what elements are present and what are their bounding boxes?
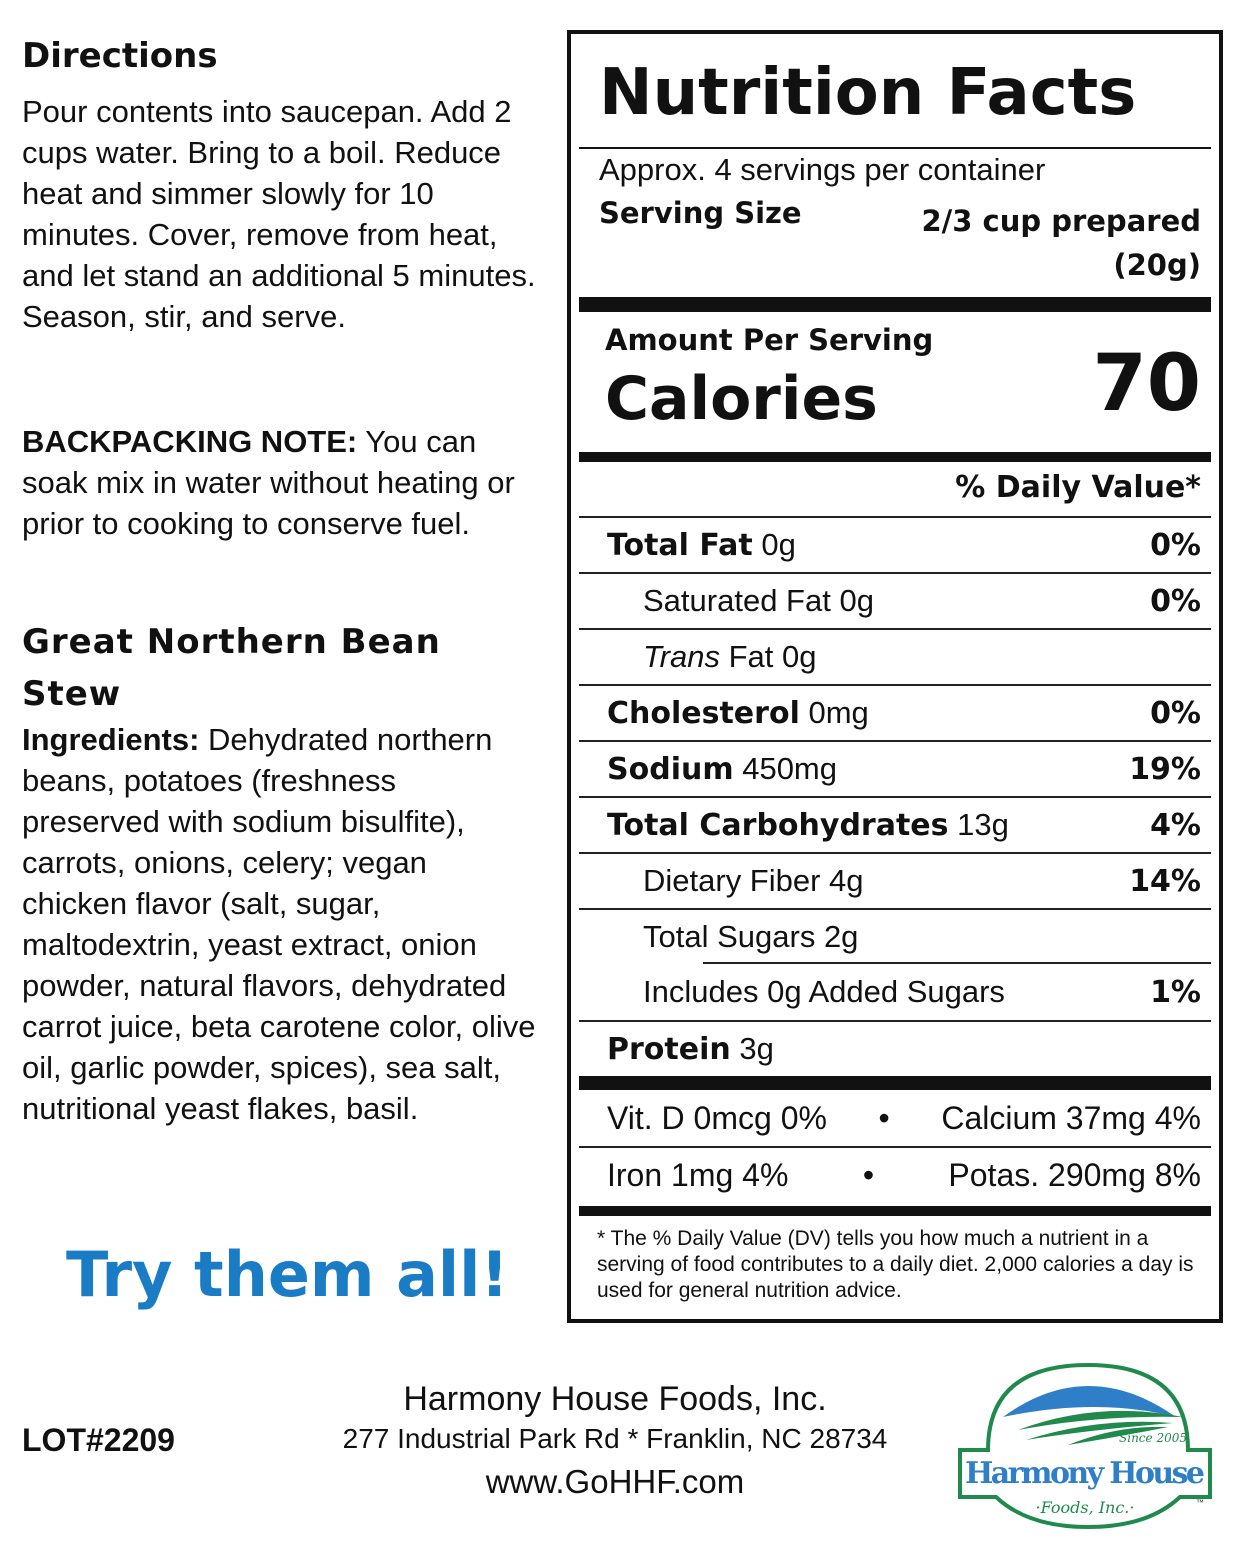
serving-size-value: 2/3 cup prepared (20g) bbox=[921, 204, 1201, 282]
servings-per-container: Approx. 4 servings per container bbox=[599, 152, 1046, 187]
company-name: Harmony House Foods, Inc. bbox=[403, 1380, 827, 1418]
ingredients: Ingredients: Dehydrated northern beans, … bbox=[22, 719, 537, 1129]
nutrient-label: Saturated Fat 0g bbox=[643, 583, 874, 618]
vitamin-row: Vit. D 0mcg 0% • Calcium 37mg 4% bbox=[607, 1099, 1201, 1136]
ingredients-label: Ingredients: bbox=[22, 722, 200, 757]
calories-label: Calories bbox=[605, 364, 878, 434]
daily-value-percent: 0% bbox=[1150, 527, 1201, 563]
backpacking-label: BACKPACKING NOTE: bbox=[22, 424, 358, 459]
website-link[interactable]: www.GoHHF.com bbox=[485, 1463, 745, 1500]
nutrient-row: Saturated Fat 0g 0% bbox=[579, 572, 1211, 628]
nutrient-label: Dietary Fiber 4g bbox=[643, 863, 864, 898]
nutrient-row: Total Sugars 2g bbox=[579, 908, 1211, 964]
backpacking-text: You can soak mix in water without heatin… bbox=[22, 424, 515, 541]
company-address: 277 Industrial Park Rd * Franklin, NC 28… bbox=[342, 1423, 888, 1454]
nutrient-row: Sodium 450mg 19% bbox=[579, 740, 1211, 796]
svg-text:Harmony House: Harmony House bbox=[965, 1456, 1205, 1491]
daily-value-percent: 4% bbox=[1150, 807, 1201, 843]
nutrient-row: Cholesterol 0mg 0% bbox=[579, 684, 1211, 740]
nutrient-row: Total Fat 0g 0% bbox=[579, 516, 1211, 572]
vitamin-row: Iron 1mg 4% • Potas. 290mg 8% bbox=[579, 1146, 1211, 1202]
nutrient-row: Trans Fat 0g bbox=[579, 628, 1211, 684]
nutrition-title: Nutrition Facts bbox=[599, 56, 1137, 130]
nutrient-row: Includes 0g Added Sugars 1% bbox=[579, 962, 1211, 1020]
backpacking-note: BACKPACKING NOTE: You can soak mix in wa… bbox=[22, 421, 537, 544]
product-name: Great Northern Bean Stew bbox=[22, 622, 441, 714]
footnote: * The % Daily Value (DV) tells you how m… bbox=[597, 1227, 1194, 1302]
promo-text: Try them all! bbox=[66, 1238, 509, 1311]
svg-text:Since 2005: Since 2005 bbox=[1119, 1431, 1187, 1445]
nutrient-label: Total Sugars 2g bbox=[643, 919, 859, 954]
amount-per-serving: Amount Per Serving bbox=[605, 323, 934, 357]
daily-value-header: % Daily Value* bbox=[955, 470, 1201, 505]
daily-value-percent: 19% bbox=[1129, 751, 1201, 787]
directions-text: Pour contents into saucepan. Add 2 cups … bbox=[22, 94, 536, 334]
svg-text:·Foods, Inc.·: ·Foods, Inc.· bbox=[1036, 1498, 1135, 1517]
nutrient-row: Dietary Fiber 4g 14% bbox=[579, 852, 1211, 908]
nutrient-label: Protein 3g bbox=[607, 1031, 774, 1067]
nutrient-label: Total Fat 0g bbox=[607, 527, 796, 563]
nutrient-row: Protein 3g bbox=[579, 1020, 1211, 1076]
serving-size-label: Serving Size bbox=[599, 196, 802, 230]
nutrient-row: Total Carbohydrates 13g 4% bbox=[579, 796, 1211, 852]
lot-number: LOT#2209 bbox=[22, 1422, 175, 1458]
nutrition-facts-panel: Nutrition Facts Approx. 4 servings per c… bbox=[567, 30, 1223, 1323]
nutrient-label: Sodium 450mg bbox=[607, 751, 837, 787]
nutrient-label: Includes 0g Added Sugars bbox=[643, 974, 1005, 1009]
daily-value-percent: 1% bbox=[1150, 974, 1201, 1010]
directions-title: Directions bbox=[22, 36, 218, 76]
harmony-house-logo: Since 2005 Harmony House ·Foods, Inc.· ™ bbox=[958, 1362, 1212, 1530]
nutrient-label: Trans Fat 0g bbox=[643, 639, 817, 674]
daily-value-percent: 0% bbox=[1150, 695, 1201, 731]
daily-value-percent: 0% bbox=[1150, 583, 1201, 619]
daily-value-percent: 14% bbox=[1129, 863, 1201, 899]
nutrient-label: Cholesterol 0mg bbox=[607, 695, 869, 731]
nutrient-label: Total Carbohydrates 13g bbox=[607, 807, 1009, 843]
svg-text:™: ™ bbox=[1196, 1498, 1204, 1507]
ingredients-text: Dehydrated northern beans, potatoes (fre… bbox=[22, 722, 536, 1126]
calories-value: 70 bbox=[1092, 339, 1201, 429]
